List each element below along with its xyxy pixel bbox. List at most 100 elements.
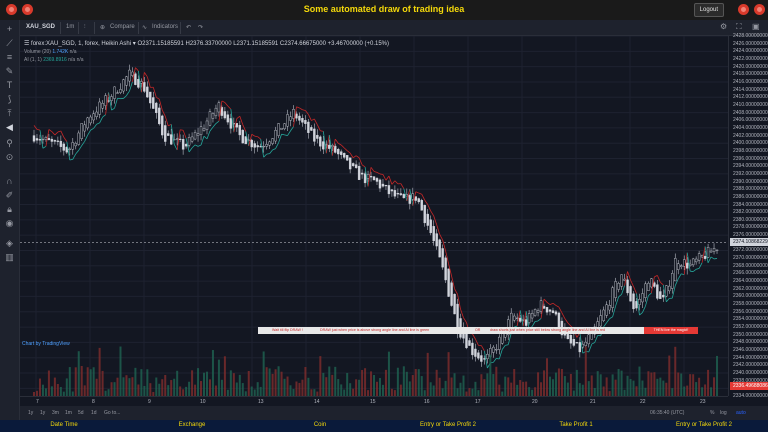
candle-body bbox=[149, 91, 152, 104]
volume-bar bbox=[92, 367, 95, 396]
candle-body bbox=[271, 138, 274, 144]
ai-line-segment bbox=[42, 145, 47, 149]
magnet-icon[interactable]: ∩ bbox=[6, 176, 13, 186]
eye-icon[interactable]: ◉ bbox=[5, 218, 14, 228]
ai-line-segment bbox=[445, 250, 449, 264]
price-tick: 2360.00000000 bbox=[733, 293, 768, 300]
range-5d[interactable]: 5d bbox=[78, 410, 84, 416]
candle-body bbox=[259, 146, 262, 148]
time-axis[interactable]: 7 8 9 10 13 14 15 16 17 20 21 22 23 bbox=[20, 396, 728, 406]
brush-icon[interactable]: ✎ bbox=[5, 66, 14, 76]
trash-icon[interactable]: ▥ bbox=[5, 252, 14, 262]
nav-coin[interactable]: Coin bbox=[313, 422, 327, 428]
zoom-icon[interactable]: ⊙ bbox=[5, 152, 14, 162]
nav-take-profit-1[interactable]: Take Profit 1 bbox=[559, 422, 593, 428]
candle-body bbox=[286, 114, 289, 127]
candle-body bbox=[217, 102, 221, 113]
back-arrow-icon[interactable]: ◀ bbox=[6, 122, 13, 132]
price-scale[interactable]: 2428.00000000 2426.00000000 2424.00000000 2… bbox=[728, 33, 768, 399]
ai-line-segment bbox=[200, 136, 205, 146]
candle-body bbox=[89, 116, 92, 124]
trendline-icon[interactable]: ⟋ bbox=[6, 38, 13, 48]
ai-line-segment bbox=[140, 72, 145, 93]
layers-icon[interactable]: ◈ bbox=[6, 238, 13, 248]
logout-button[interactable]: Logout bbox=[693, 3, 724, 17]
stay-drawing-icon[interactable]: ✐ bbox=[5, 190, 14, 200]
chart-pane[interactable]: ☰ forex:XAU_SGD, 1, forex, Heikin Ashi ▾… bbox=[20, 36, 728, 396]
ai-line-segment bbox=[108, 92, 112, 111]
candle-body bbox=[238, 125, 242, 136]
log-toggle[interactable]: log bbox=[720, 410, 727, 416]
price-tick: 2392.00000000 bbox=[733, 170, 768, 177]
candle-body bbox=[510, 312, 513, 328]
percent-toggle[interactable]: % bbox=[710, 410, 715, 416]
range-1m[interactable]: 1m bbox=[65, 410, 72, 416]
ai-line-segment bbox=[412, 191, 417, 206]
ai-line-segment bbox=[188, 147, 193, 153]
ai-label[interactable]: AI (1, 1) bbox=[24, 57, 42, 63]
interval-button[interactable]: 1m bbox=[66, 24, 75, 30]
lock-icon[interactable]: 🔒︎ bbox=[7, 204, 12, 214]
nav-entry-tp2-b[interactable]: Entry or Take Profit 2 bbox=[676, 422, 732, 428]
indicators-icon[interactable]: ∿ bbox=[142, 25, 148, 31]
volume-bar bbox=[161, 379, 164, 396]
volume-bar bbox=[274, 369, 277, 396]
range-1y-b[interactable]: 1y bbox=[40, 410, 46, 416]
ai-line-segment bbox=[442, 239, 446, 251]
ai-line-segment bbox=[594, 335, 599, 343]
crosshair-icon[interactable]: + bbox=[6, 24, 13, 34]
ruler-icon[interactable]: ⚲ bbox=[6, 138, 13, 148]
range-1d[interactable]: 1d bbox=[91, 410, 97, 416]
range-1y-a[interactable]: 1y bbox=[28, 410, 34, 416]
price-chart[interactable] bbox=[20, 36, 728, 396]
nav-date-time[interactable]: Date Time bbox=[50, 422, 78, 428]
utc-clock[interactable]: 06:35:40 (UTC) bbox=[650, 410, 685, 416]
notification-icon[interactable] bbox=[22, 4, 33, 15]
fib-icon[interactable]: ≡ bbox=[6, 52, 13, 62]
candle-body bbox=[158, 107, 161, 125]
goto-button[interactable]: Go to... bbox=[104, 410, 121, 416]
candle-body bbox=[169, 134, 173, 145]
volume-label[interactable]: Volume (20) bbox=[24, 49, 51, 55]
volume-bar bbox=[644, 387, 647, 396]
nav-exchange[interactable]: Exchange bbox=[178, 422, 206, 428]
auto-toggle[interactable]: auto bbox=[736, 410, 746, 416]
ai-line-segment bbox=[704, 246, 709, 263]
volume-bar bbox=[546, 358, 549, 396]
screenshot-icon[interactable]: ▣ bbox=[752, 22, 760, 31]
compare-icon[interactable]: ⊕ bbox=[100, 25, 106, 31]
compare-button[interactable]: Compare bbox=[110, 24, 135, 30]
price-tick: 2380.00000000 bbox=[733, 216, 768, 223]
volume-bar bbox=[710, 387, 713, 396]
prediction-icon[interactable]: ⤒ bbox=[7, 108, 12, 118]
symbol-search-button[interactable]: XAU_SGD bbox=[26, 24, 56, 30]
range-3m[interactable]: 3m bbox=[52, 410, 59, 416]
chart-style-icon[interactable]: ⫶ bbox=[84, 24, 86, 30]
volume-bar bbox=[74, 367, 77, 396]
time-label: 21 bbox=[590, 399, 596, 405]
candle-body bbox=[384, 184, 388, 187]
price-tick: 2384.00000000 bbox=[733, 201, 768, 208]
undo-icon[interactable]: ↶ bbox=[186, 25, 192, 31]
legend-menu-icon[interactable]: ☰ bbox=[24, 41, 32, 47]
candle-body bbox=[304, 120, 307, 124]
tradingview-watermark[interactable]: Chart by TradingView bbox=[22, 341, 70, 347]
ai-line-segment bbox=[439, 233, 443, 241]
fullscreen-icon[interactable]: ⛶ bbox=[736, 22, 742, 31]
candle-body bbox=[164, 125, 167, 142]
app-logo-icon[interactable] bbox=[6, 4, 17, 15]
settings-icon[interactable] bbox=[738, 4, 749, 15]
ai-line-segment bbox=[498, 349, 503, 360]
pattern-icon[interactable]: ⟆ bbox=[7, 94, 12, 104]
redo-icon[interactable]: ↷ bbox=[198, 25, 204, 31]
candle-body bbox=[337, 149, 340, 155]
settings-gear-icon[interactable]: ⚙ bbox=[720, 22, 728, 31]
volume-bar bbox=[149, 383, 152, 396]
indicators-button[interactable]: Indicators bbox=[152, 24, 179, 30]
text-icon[interactable]: T bbox=[6, 80, 13, 90]
volume-bar bbox=[489, 354, 492, 396]
nav-entry-tp2-a[interactable]: Entry or Take Profit 2 bbox=[420, 422, 476, 428]
volume-bar bbox=[77, 351, 80, 396]
power-icon[interactable] bbox=[754, 4, 765, 15]
volume-bar bbox=[429, 382, 432, 396]
